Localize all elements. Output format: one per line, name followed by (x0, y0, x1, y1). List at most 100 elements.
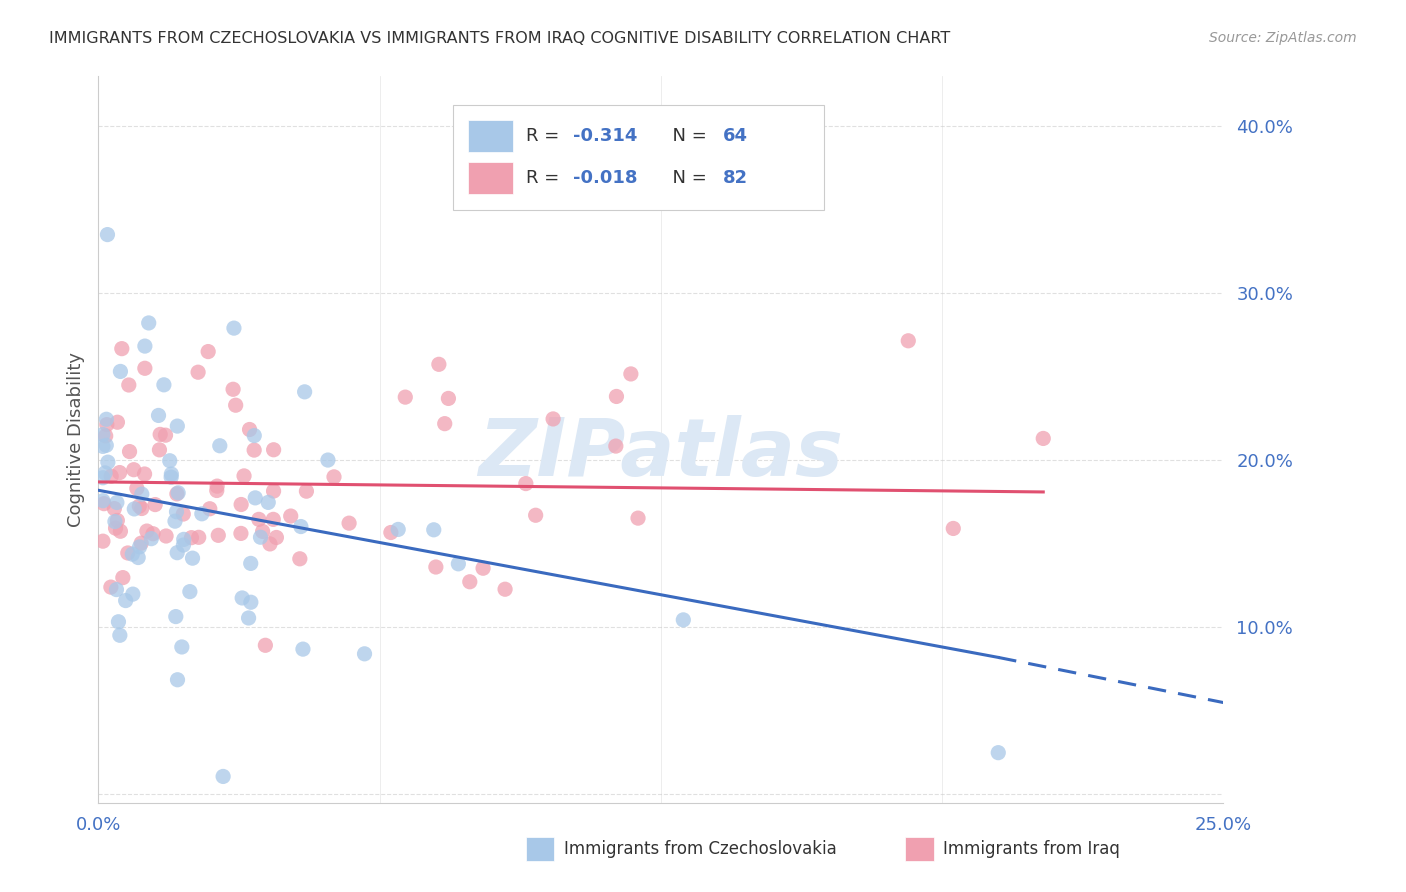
Point (245, 491, 267, 505)
Point (96, 438, 118, 452)
Point (672, 613, 695, 627)
Text: Immigrants from Czechoslovakia: Immigrants from Czechoslovakia (564, 840, 837, 858)
Point (141, 532, 163, 546)
Point (105, 495, 128, 509)
Point (100, 469, 122, 483)
Point (166, 419, 188, 434)
Point (380, 525, 402, 540)
Point (243, 428, 266, 442)
Point (108, 628, 131, 642)
Point (91, 427, 114, 442)
Point (197, 344, 219, 359)
Point (524, 508, 547, 523)
Point (225, 398, 247, 412)
Point (179, 584, 201, 599)
Text: R =: R = (526, 128, 565, 145)
Point (91, 471, 114, 485)
Point (627, 511, 650, 525)
Point (337, 516, 360, 531)
Point (165, 609, 187, 624)
Point (291, 642, 314, 657)
Point (91, 493, 114, 508)
Point (93, 497, 115, 511)
Point (472, 561, 495, 575)
Point (170, 640, 193, 654)
Point (266, 531, 288, 545)
Point (124, 502, 146, 516)
Point (294, 384, 316, 399)
Text: 64: 64 (723, 128, 748, 145)
Point (605, 439, 627, 453)
Point (122, 463, 145, 477)
Point (94, 466, 117, 480)
Point (107, 615, 129, 629)
FancyBboxPatch shape (468, 120, 513, 153)
Text: N =: N = (661, 169, 713, 186)
Text: 82: 82 (723, 169, 748, 186)
Point (172, 507, 194, 521)
Point (229, 526, 252, 541)
Point (134, 339, 156, 353)
Point (131, 501, 153, 516)
Point (207, 528, 229, 542)
FancyBboxPatch shape (453, 105, 824, 211)
Point (427, 357, 450, 371)
Point (128, 499, 150, 513)
Point (222, 382, 245, 396)
Point (447, 557, 470, 571)
Point (135, 524, 157, 538)
Point (233, 469, 256, 483)
Point (96, 417, 118, 432)
Point (1032, 432, 1054, 446)
Point (125, 482, 148, 496)
Point (143, 498, 166, 512)
Point (180, 531, 202, 545)
Text: Source: ZipAtlas.com: Source: ZipAtlas.com (1209, 31, 1357, 45)
Point (138, 316, 160, 330)
Point (437, 392, 460, 406)
Point (254, 638, 277, 652)
Point (280, 509, 302, 524)
Point (118, 378, 141, 392)
Point (121, 587, 143, 601)
Point (105, 513, 128, 527)
Point (316, 453, 339, 467)
Point (94, 429, 117, 443)
Point (105, 582, 128, 597)
Text: N =: N = (661, 128, 713, 145)
Point (263, 442, 285, 457)
Point (494, 582, 516, 597)
Point (263, 484, 285, 499)
Point (160, 467, 183, 481)
Point (148, 409, 170, 423)
Point (243, 443, 266, 458)
Text: R =: R = (526, 169, 565, 186)
Point (173, 533, 195, 547)
Point (295, 484, 318, 499)
Point (149, 427, 172, 442)
Point (198, 501, 221, 516)
Point (96, 412, 118, 426)
Point (212, 769, 235, 783)
Point (97, 455, 120, 469)
Point (121, 547, 143, 561)
Text: -0.314: -0.314 (574, 128, 637, 145)
Point (323, 470, 346, 484)
Point (238, 611, 260, 625)
Point (247, 512, 270, 526)
Point (110, 524, 132, 539)
Point (110, 364, 132, 378)
Point (160, 470, 183, 484)
Point (222, 321, 245, 335)
Point (129, 536, 152, 550)
Y-axis label: Cognitive Disability: Cognitive Disability (66, 351, 84, 527)
FancyBboxPatch shape (468, 161, 513, 194)
Point (605, 389, 627, 403)
Point (159, 454, 181, 468)
Text: -0.018: -0.018 (574, 169, 637, 186)
Point (127, 550, 149, 565)
Point (103, 501, 125, 516)
Point (117, 546, 139, 560)
Point (458, 574, 481, 589)
Point (155, 529, 177, 543)
